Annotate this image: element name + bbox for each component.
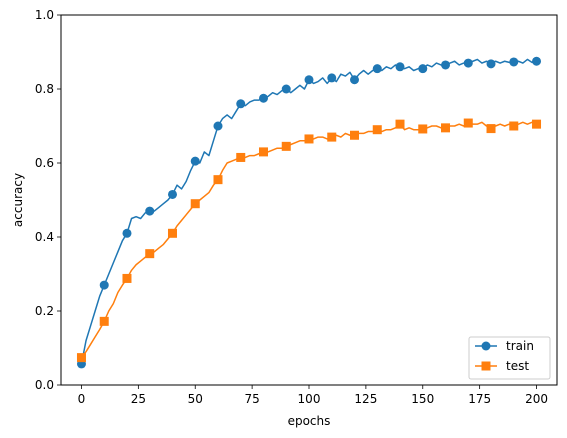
x-tick-label: 175 (468, 392, 491, 406)
data-point-test (327, 132, 337, 142)
data-point-test (145, 249, 155, 259)
y-tick-label: 0.4 (35, 230, 54, 244)
x-tick-label: 50 (188, 392, 203, 406)
data-point-test (213, 175, 223, 185)
legend: train test (468, 336, 551, 380)
data-point-train (213, 121, 223, 131)
data-point-test (190, 199, 200, 209)
data-point-train (281, 84, 291, 94)
y-tick-label: 1.0 (35, 8, 54, 22)
data-point-train (99, 280, 109, 290)
data-point-test (281, 141, 291, 151)
x-tick-label: 0 (78, 392, 86, 406)
y-axis-label: accuracy (11, 173, 25, 227)
data-point-train (258, 93, 268, 103)
data-point-train (190, 156, 200, 166)
x-tick-label: 125 (354, 392, 377, 406)
series-layer (76, 56, 542, 369)
data-point-test (304, 134, 314, 144)
data-point-test (463, 118, 473, 128)
data-point-test (509, 121, 519, 131)
series-line-test (80, 121, 537, 359)
data-point-train (395, 62, 405, 72)
plot-frame (60, 14, 558, 386)
data-point-test (99, 316, 109, 326)
data-point-train (304, 75, 314, 85)
data-point-test (236, 152, 246, 162)
data-point-train (350, 75, 360, 85)
y-tick-label: 0.6 (35, 156, 54, 170)
y-tick-label: 0.8 (35, 82, 54, 96)
x-axis: 0 25 50 75 100 125 150 175 200 (78, 385, 548, 406)
data-point-train (236, 99, 246, 109)
data-point-test (350, 130, 360, 140)
data-point-test (122, 273, 132, 283)
legend-train-label: train (506, 339, 534, 353)
data-point-test (395, 119, 405, 129)
data-point-train (509, 57, 519, 67)
x-tick-label: 150 (411, 392, 434, 406)
data-point-test (372, 125, 382, 135)
data-point-train (418, 64, 428, 74)
data-point-train (122, 228, 132, 238)
data-point-test (76, 353, 86, 363)
data-point-test (441, 123, 451, 133)
data-point-test (532, 119, 542, 129)
y-axis: 0.0 0.2 0.4 0.6 0.8 1.0 (35, 8, 61, 392)
data-point-train (463, 58, 473, 68)
legend-test-label: test (506, 359, 529, 373)
x-tick-label: 200 (525, 392, 548, 406)
legend-train-marker (481, 341, 491, 351)
data-point-train (532, 56, 542, 66)
y-tick-label: 0.2 (35, 304, 54, 318)
data-point-test (258, 147, 268, 157)
x-tick-label: 75 (244, 392, 259, 406)
x-tick-label: 25 (131, 392, 146, 406)
y-tick-label: 0.0 (35, 378, 54, 392)
data-point-train (441, 60, 451, 70)
data-point-test (486, 124, 496, 134)
data-point-test (167, 228, 177, 238)
x-tick-label: 100 (298, 392, 321, 406)
data-point-test (418, 124, 428, 134)
data-point-train (167, 189, 177, 199)
data-point-train (327, 73, 337, 83)
data-point-train (145, 206, 155, 216)
data-point-train (486, 59, 496, 69)
data-point-train (372, 64, 382, 74)
legend-test-marker (481, 361, 491, 371)
x-axis-label: epochs (288, 414, 331, 428)
